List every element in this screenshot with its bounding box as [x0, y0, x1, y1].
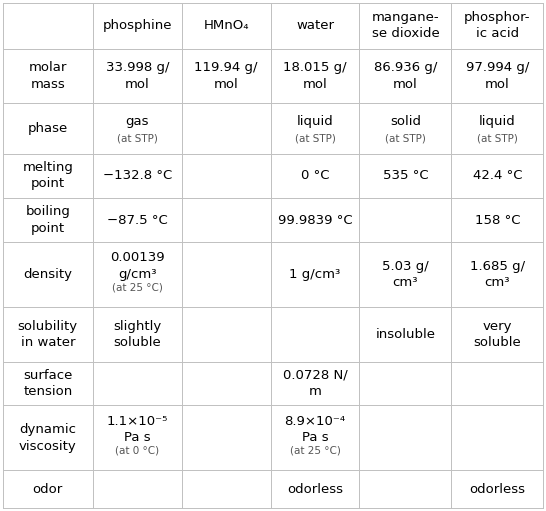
Text: HMnO₄: HMnO₄	[204, 19, 249, 32]
Text: dynamic
viscosity: dynamic viscosity	[19, 423, 76, 453]
Text: phase: phase	[28, 122, 68, 135]
Text: (at STP): (at STP)	[385, 133, 426, 143]
Text: 535 °C: 535 °C	[383, 169, 428, 182]
Text: 0 °C: 0 °C	[301, 169, 329, 182]
Text: 158 °C: 158 °C	[474, 214, 520, 226]
Text: (at 25 °C): (at 25 °C)	[112, 282, 163, 292]
Text: liquid: liquid	[296, 115, 334, 128]
Text: odor: odor	[33, 483, 63, 496]
Text: 1.1×10⁻⁵
Pa s: 1.1×10⁻⁵ Pa s	[106, 414, 168, 444]
Text: molar
mass: molar mass	[28, 61, 67, 90]
Text: solid: solid	[390, 115, 421, 128]
Text: phosphine: phosphine	[103, 19, 172, 32]
Text: (at 25 °C): (at 25 °C)	[289, 446, 341, 455]
Text: liquid: liquid	[479, 115, 516, 128]
Text: insoluble: insoluble	[376, 328, 435, 341]
Text: very
soluble: very soluble	[473, 319, 521, 349]
Text: 5.03 g/
cm³: 5.03 g/ cm³	[382, 260, 429, 289]
Text: phosphor-
ic acid: phosphor- ic acid	[464, 11, 531, 40]
Text: slightly
soluble: slightly soluble	[113, 319, 162, 349]
Text: density: density	[23, 268, 72, 281]
Text: (at STP): (at STP)	[477, 133, 518, 143]
Text: boiling
point: boiling point	[25, 205, 70, 235]
Text: solubility
in water: solubility in water	[17, 319, 78, 349]
Text: 119.94 g/
mol: 119.94 g/ mol	[194, 61, 258, 90]
Text: −132.8 °C: −132.8 °C	[103, 169, 172, 182]
Text: (at STP): (at STP)	[295, 133, 335, 143]
Text: 0.0728 N/
m: 0.0728 N/ m	[283, 369, 347, 398]
Text: odorless: odorless	[287, 483, 343, 496]
Text: gas: gas	[126, 115, 149, 128]
Text: 18.015 g/
mol: 18.015 g/ mol	[283, 61, 347, 90]
Text: mangane-
se dioxide: mangane- se dioxide	[372, 11, 440, 40]
Text: 99.9839 °C: 99.9839 °C	[278, 214, 352, 226]
Text: 86.936 g/
mol: 86.936 g/ mol	[374, 61, 437, 90]
Text: 42.4 °C: 42.4 °C	[473, 169, 522, 182]
Text: surface
tension: surface tension	[23, 369, 73, 398]
Text: 1.685 g/
cm³: 1.685 g/ cm³	[470, 260, 525, 289]
Text: 33.998 g/
mol: 33.998 g/ mol	[105, 61, 169, 90]
Text: (at STP): (at STP)	[117, 133, 158, 143]
Text: (at 0 °C): (at 0 °C)	[115, 446, 159, 455]
Text: 8.9×10⁻⁴
Pa s: 8.9×10⁻⁴ Pa s	[284, 414, 346, 444]
Text: water: water	[296, 19, 334, 32]
Text: odorless: odorless	[470, 483, 525, 496]
Text: −87.5 °C: −87.5 °C	[107, 214, 168, 226]
Text: 0.00139
g/cm³: 0.00139 g/cm³	[110, 251, 164, 281]
Text: 1 g/cm³: 1 g/cm³	[289, 268, 341, 281]
Text: melting
point: melting point	[22, 161, 73, 191]
Text: 97.994 g/
mol: 97.994 g/ mol	[466, 61, 529, 90]
